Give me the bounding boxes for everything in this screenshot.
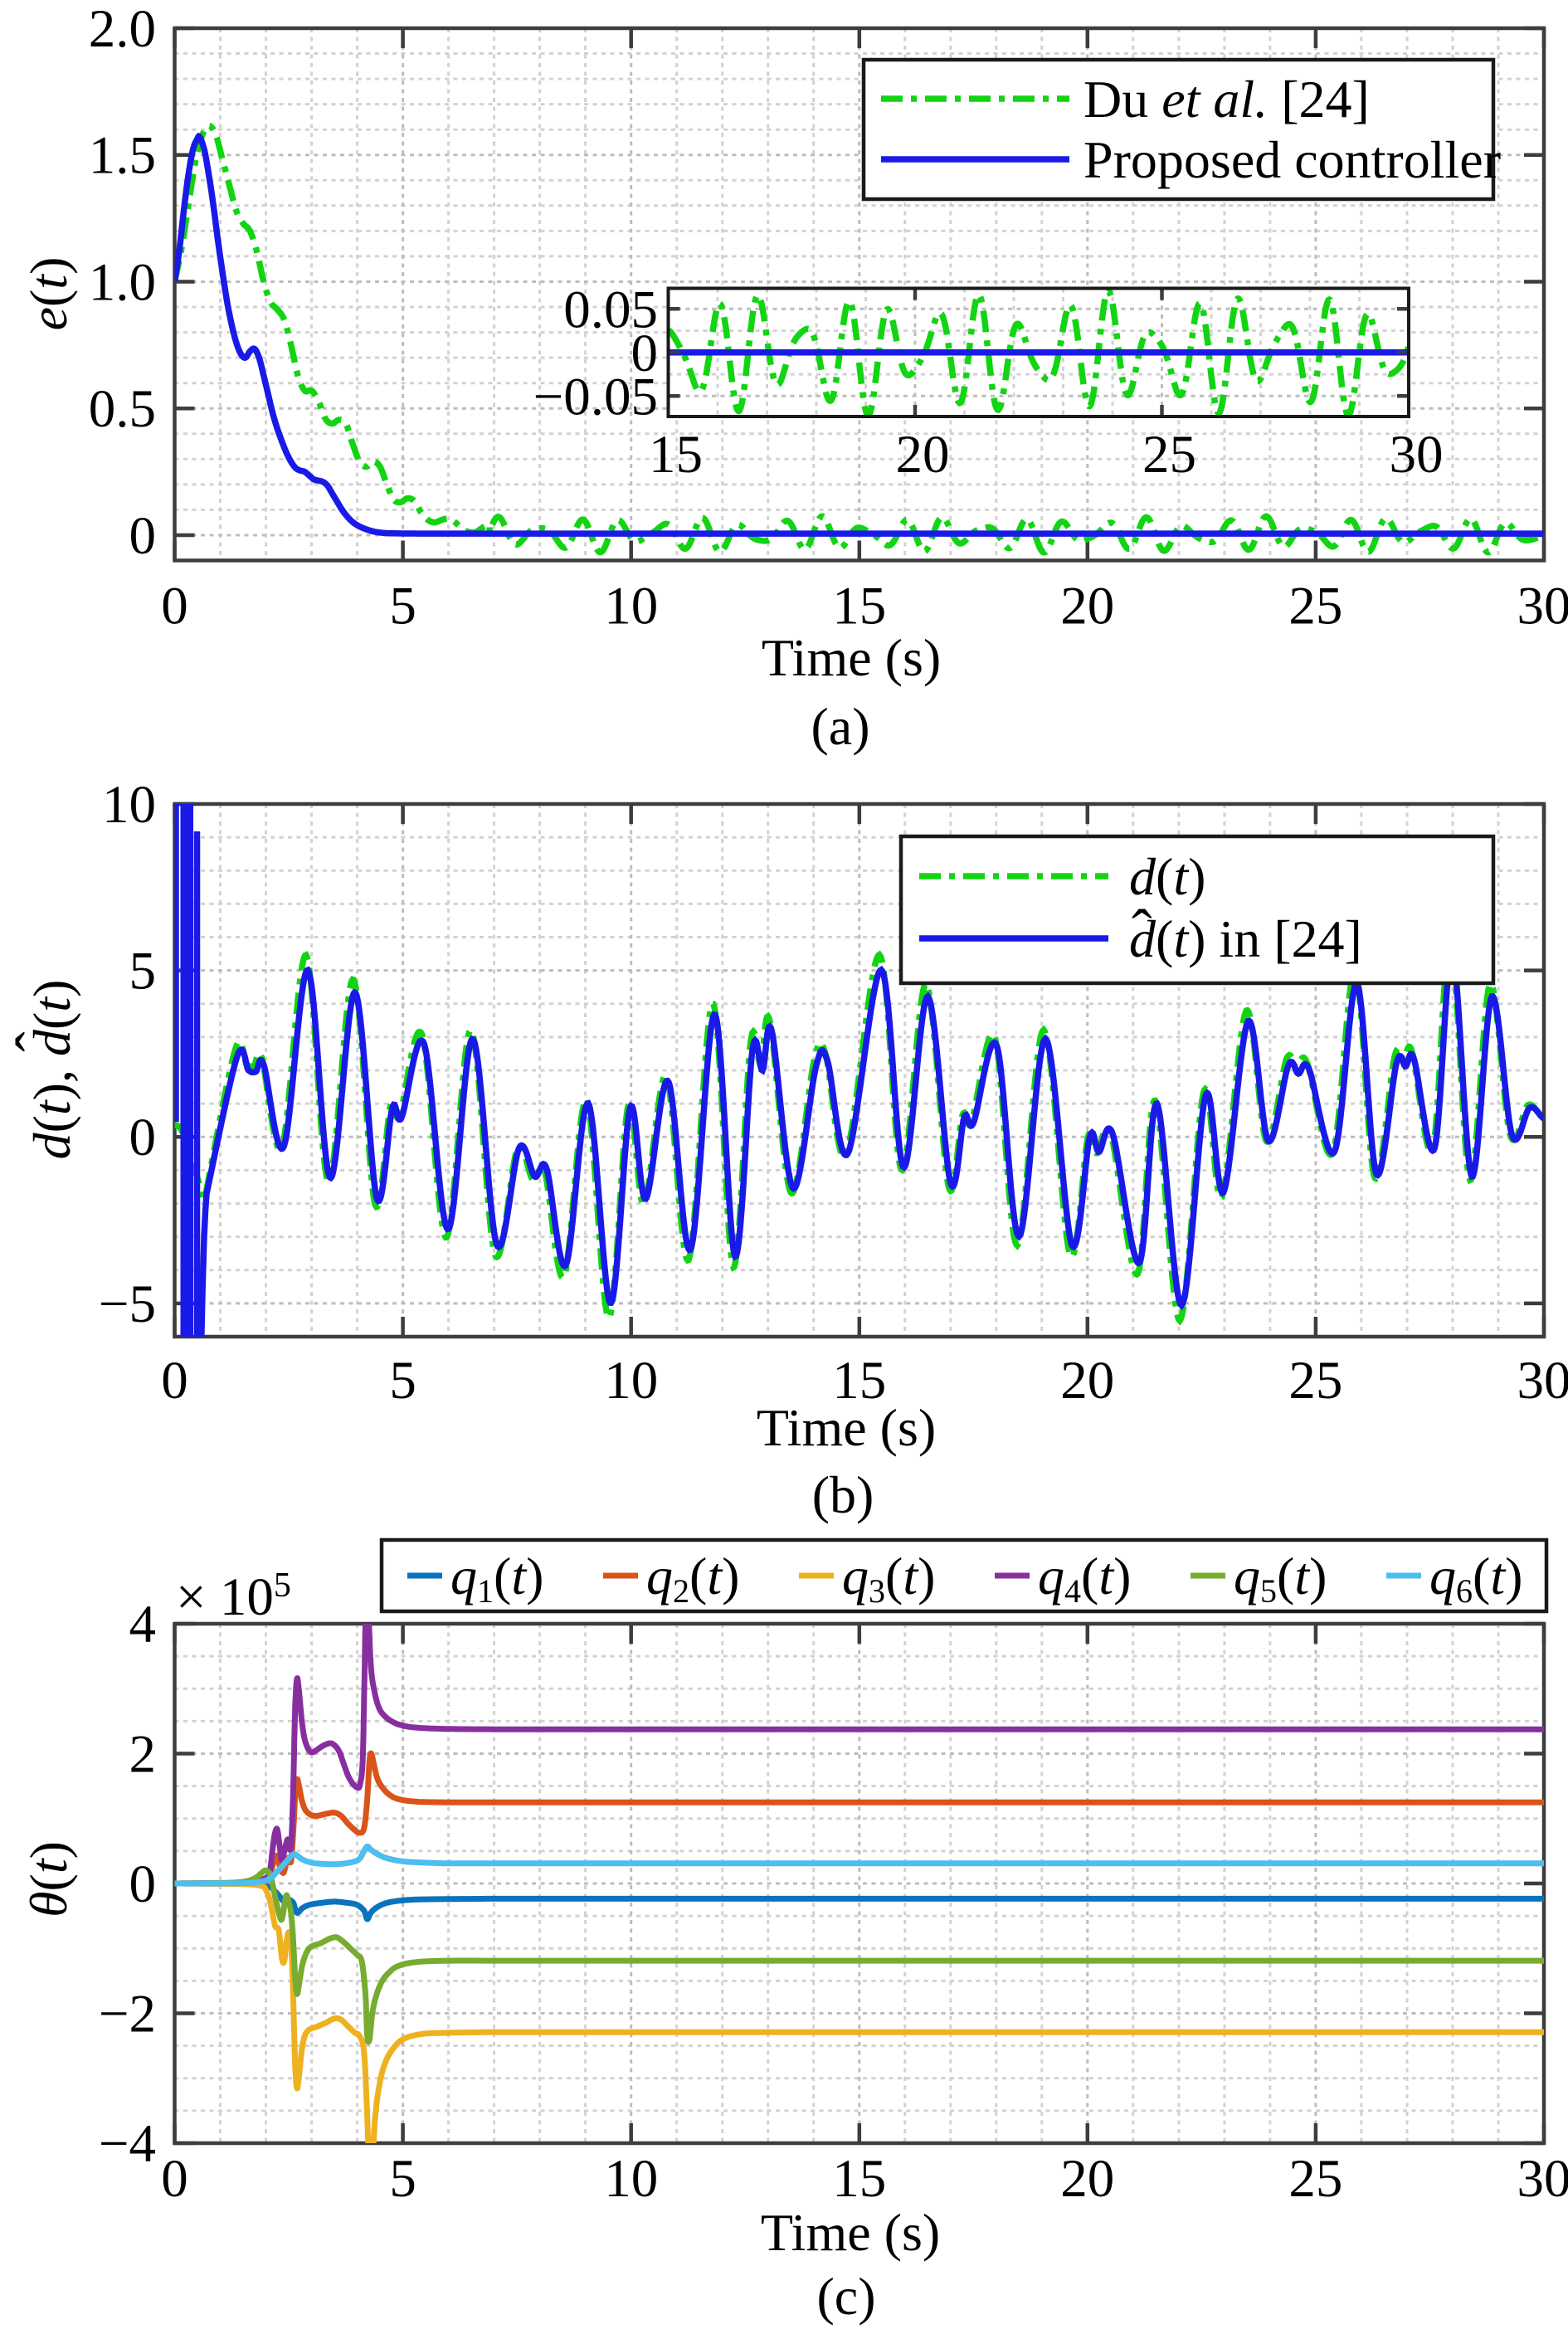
svg-text:25: 25 (1288, 2149, 1342, 2209)
svg-text:15: 15 (832, 577, 886, 636)
svg-text:30: 30 (1517, 577, 1568, 636)
svg-text:Proposed controller: Proposed controller (1083, 130, 1501, 189)
svg-text:20: 20 (1060, 2149, 1114, 2209)
svg-text:Time (s): Time (s) (757, 1398, 936, 1457)
svg-text:30: 30 (1517, 2149, 1568, 2209)
svg-text:q3(t): q3(t) (842, 1547, 935, 1610)
svg-text:10: 10 (102, 775, 156, 835)
svg-text:20: 20 (1060, 577, 1114, 636)
svg-text:q2(t): q2(t) (646, 1547, 739, 1610)
svg-text:10: 10 (604, 1351, 658, 1411)
svg-text:q6(t): q6(t) (1429, 1547, 1522, 1610)
svg-text:20: 20 (896, 425, 950, 485)
svg-text:(b): (b) (812, 1465, 874, 1524)
svg-text:2.0: 2.0 (89, 0, 156, 59)
svg-text:0: 0 (129, 1108, 157, 1167)
svg-text:15: 15 (649, 425, 703, 485)
svg-text:d(t) in [24]: d(t) in [24] (1129, 909, 1362, 968)
svg-text:30: 30 (1390, 425, 1444, 485)
svg-text:0: 0 (161, 577, 188, 636)
svg-text:15: 15 (832, 2149, 886, 2209)
svg-text:−4: −4 (99, 2114, 156, 2174)
svg-text:30: 30 (1517, 1351, 1568, 1411)
svg-text:25: 25 (1142, 425, 1196, 485)
svg-text:Time (s): Time (s) (762, 628, 941, 687)
svg-text:5: 5 (389, 1351, 416, 1411)
svg-text:25: 25 (1288, 577, 1342, 636)
svg-text:e(t): e(t) (19, 257, 78, 331)
svg-text:0: 0 (129, 506, 157, 566)
svg-text:1.5: 1.5 (89, 126, 156, 186)
svg-text:5: 5 (389, 2149, 416, 2209)
svg-text:10: 10 (604, 2149, 658, 2209)
svg-text:0: 0 (129, 1854, 157, 1914)
svg-text:10: 10 (604, 577, 658, 636)
svg-text:Time (s): Time (s) (761, 2203, 940, 2262)
svg-text:q4(t): q4(t) (1038, 1547, 1131, 1610)
svg-text:Du et al. [24]: Du et al. [24] (1083, 70, 1370, 129)
svg-text:2: 2 (129, 1725, 157, 1785)
svg-text:(c): (c) (816, 2267, 875, 2326)
svg-text:q1(t): q1(t) (450, 1547, 543, 1610)
svg-text:q5(t): q5(t) (1234, 1547, 1327, 1610)
svg-text:4: 4 (129, 1595, 157, 1654)
svg-text:0: 0 (161, 2149, 188, 2209)
svg-text:ˆ: ˆ (1132, 898, 1152, 966)
svg-text:(a): (a) (811, 697, 869, 756)
svg-text:1.0: 1.0 (89, 253, 156, 313)
svg-text:5: 5 (389, 577, 416, 636)
svg-text:0: 0 (161, 1351, 188, 1411)
svg-text:−5: −5 (99, 1274, 156, 1334)
svg-text:−0.05: −0.05 (533, 367, 658, 426)
svg-text:θ(t): θ(t) (19, 1841, 78, 1917)
svg-text:20: 20 (1060, 1351, 1114, 1411)
svg-text:0.5: 0.5 (89, 379, 156, 439)
svg-text:25: 25 (1288, 1351, 1342, 1411)
svg-text:−2: −2 (99, 1985, 156, 2044)
svg-text:5: 5 (129, 942, 157, 1001)
